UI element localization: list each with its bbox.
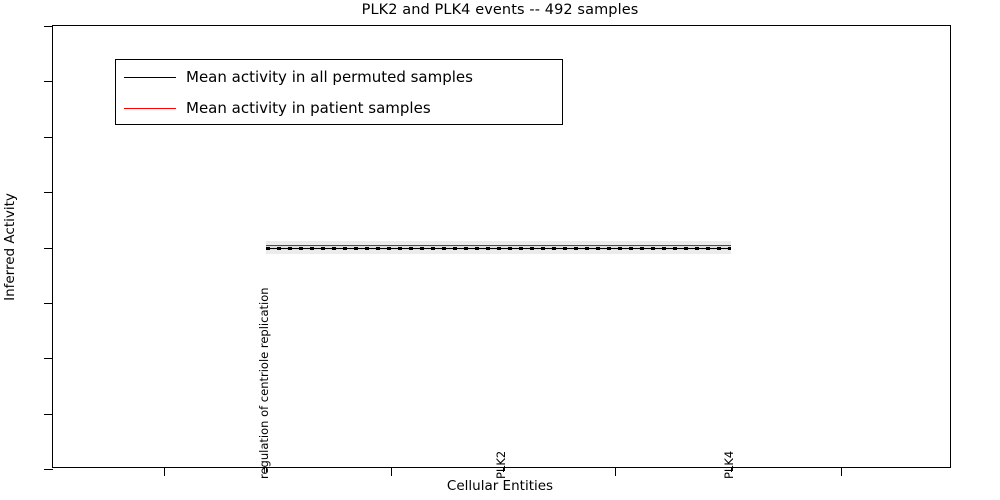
y-axis-label-container: Inferred Activity xyxy=(0,25,22,468)
y-axis-tick xyxy=(44,81,53,83)
x-axis-tick-label: PLK2 xyxy=(494,450,509,479)
y-axis-tick xyxy=(44,26,53,27)
legend-entry-permuted: Mean activity in all permuted samples xyxy=(116,60,562,93)
x-axis-tick-label: PLK4 xyxy=(721,450,736,479)
x-axis-tick-minor xyxy=(730,467,732,472)
y-axis-label: Inferred Activity xyxy=(2,192,18,301)
x-axis-tick-minor xyxy=(266,467,268,472)
series-line-patient xyxy=(266,244,731,246)
y-axis-tick xyxy=(44,469,53,470)
plot-area: 43210-1-2-3-4 regulation of centriole re… xyxy=(44,25,951,479)
series-markers-permuted xyxy=(266,246,731,250)
chart-title: PLK2 and PLK4 events -- 492 samples xyxy=(361,2,639,18)
chart-legend: Mean activity in all permuted samples Me… xyxy=(115,59,563,125)
legend-label-permuted: Mean activity in all permuted samples xyxy=(186,67,473,86)
y-axis-tick xyxy=(44,358,53,360)
x-axis-tick-major xyxy=(614,467,616,476)
x-axis-label: Cellular Entities xyxy=(446,478,554,494)
legend-label-patient: Mean activity in patient samples xyxy=(186,98,431,117)
legend-line-icon-permuted xyxy=(124,70,176,84)
legend-line-icon-patient xyxy=(124,101,176,115)
legend-entry-patient: Mean activity in patient samples xyxy=(116,91,562,124)
y-axis-tick xyxy=(44,302,53,304)
y-axis-tick xyxy=(44,247,53,249)
y-axis-tick xyxy=(44,413,53,415)
y-axis-tick xyxy=(44,192,53,194)
x-axis-tick-major xyxy=(841,467,843,476)
x-axis-tick-minor xyxy=(503,467,505,472)
x-axis-tick-label: regulation of centriole replication xyxy=(257,287,272,479)
x-axis-tick-major xyxy=(391,467,393,476)
x-axis-tick-major xyxy=(164,467,166,476)
y-axis-tick xyxy=(44,136,53,138)
